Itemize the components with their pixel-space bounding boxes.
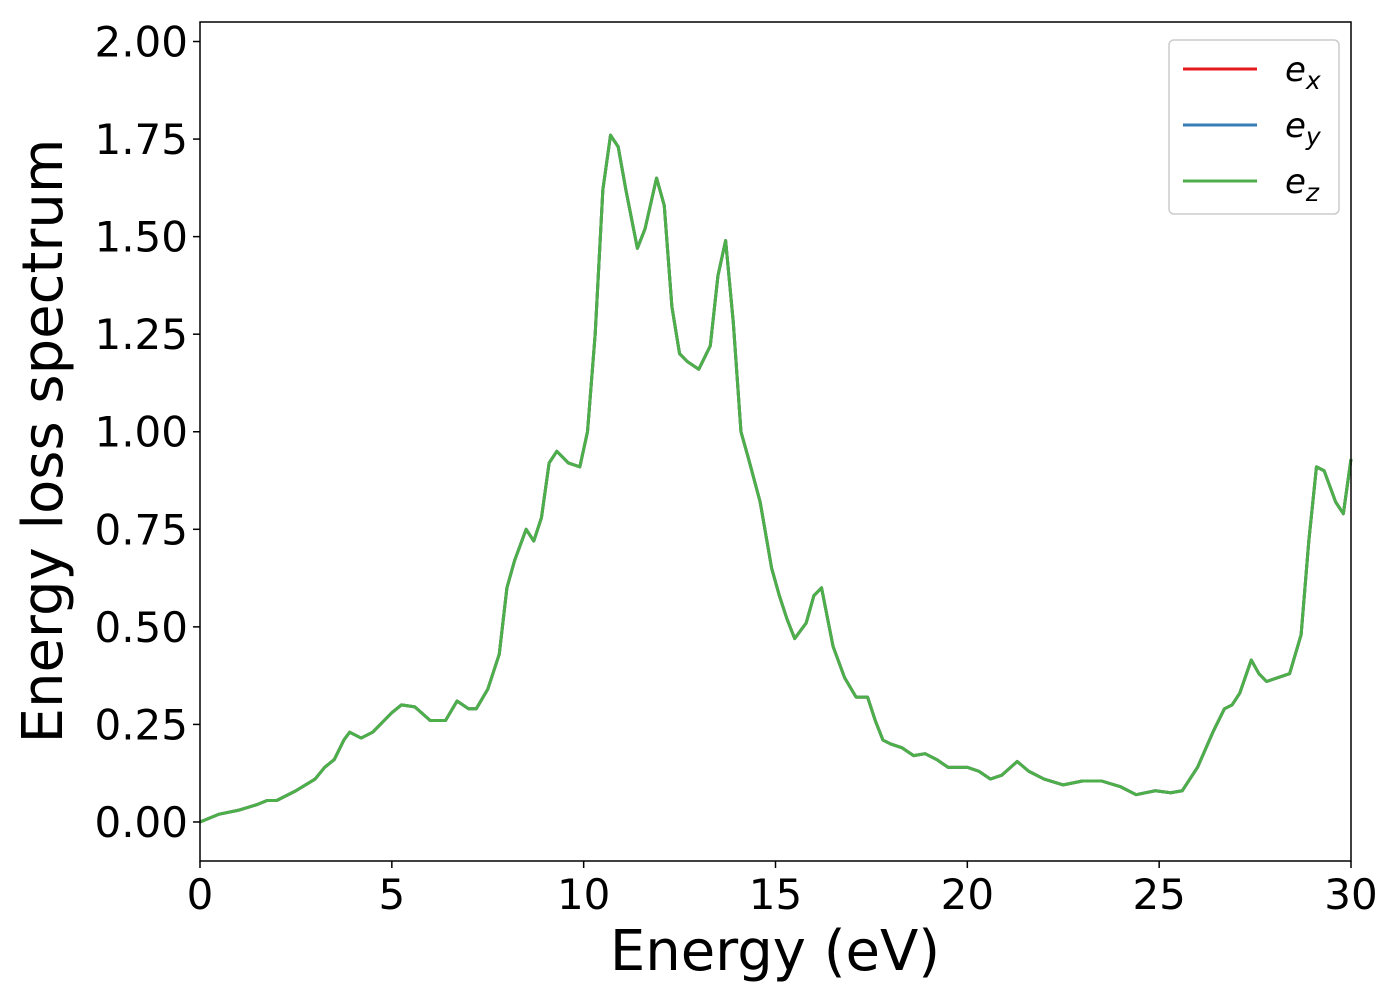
data-line (199, 133, 1353, 824)
plot-frame (199, 21, 1352, 862)
y-tick-label: 0.75 (94, 505, 188, 554)
y-axis-label: Energy loss spectrum (11, 139, 76, 744)
x-tick-label: 15 (749, 870, 802, 919)
y-tick-label: 0.50 (94, 603, 188, 652)
legend-box (1168, 39, 1340, 215)
x-tick-label: 10 (557, 870, 610, 919)
y-tick-label: 2.00 (94, 18, 188, 67)
x-tick-label: 0 (187, 870, 214, 919)
y-tick-label: 1.50 (94, 213, 188, 262)
data-line (199, 133, 1353, 824)
x-tick-label: 20 (941, 870, 994, 919)
y-tick-label: 1.00 (94, 408, 188, 457)
y-tick-label: 1.75 (94, 115, 188, 164)
x-tick-label: 5 (378, 870, 405, 919)
legend-label: ex (1285, 50, 1321, 95)
legend: ex ey ez (1168, 39, 1340, 215)
y-tick-label: 0.00 (94, 798, 188, 847)
legend-label: ez (1285, 162, 1320, 207)
x-axis-label: Energy (eV) (610, 919, 940, 984)
data-line (199, 133, 1353, 824)
legend-label: ey (1285, 106, 1322, 151)
y-tick-label: 1.25 (94, 310, 188, 359)
x-tick-label: 25 (1132, 870, 1185, 919)
x-tick-label: 30 (1324, 870, 1377, 919)
y-tick-label: 0.25 (94, 700, 188, 749)
